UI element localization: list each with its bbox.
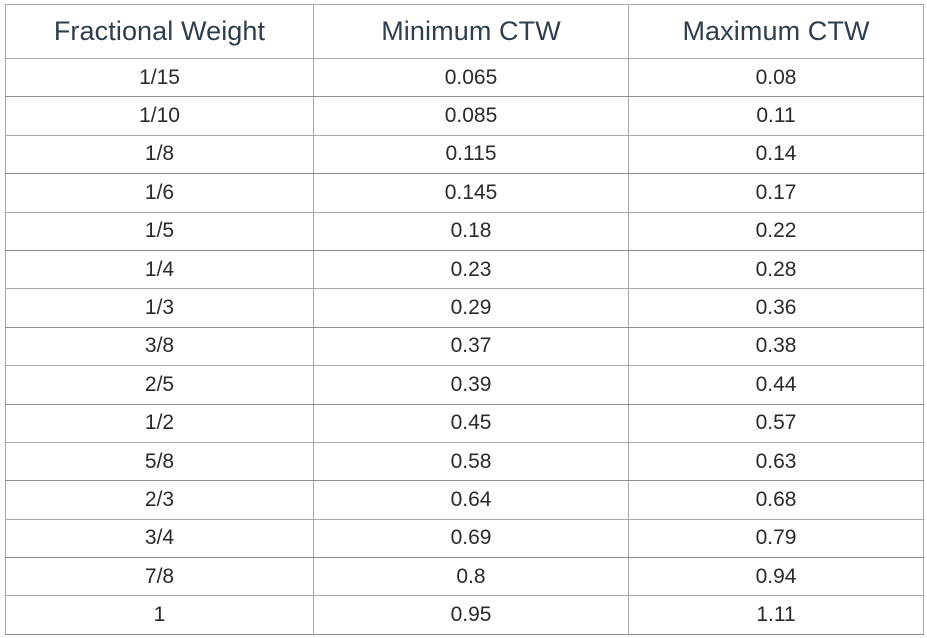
table-row: 1/6 0.145 0.17 [5,173,924,213]
maximum-ctw-cell: 0.11 [628,96,924,136]
fractional-weight-cell: 1/10 [5,96,314,136]
minimum-ctw-cell: 0.065 [313,57,629,98]
maximum-ctw-cell: 0.14 [628,134,924,175]
table-row: 2/3 0.64 0.68 [5,480,924,520]
maximum-ctw-cell: 0.28 [628,249,924,290]
fractional-weight-cell: 2/3 [5,480,314,520]
maximum-ctw-cell: 0.79 [628,518,924,559]
table-row: 1/2 0.45 0.57 [5,403,924,443]
minimum-ctw-cell: 0.64 [313,480,629,520]
table-row: 7/8 0.8 0.94 [5,557,924,597]
fractional-weight-cell: 1 [5,595,314,635]
maximum-ctw-cell: 0.63 [628,441,924,482]
fractional-weight-cell: 5/8 [5,441,314,482]
maximum-ctw-cell: 0.68 [628,480,924,520]
fractional-weight-cell: 1/8 [5,134,314,175]
maximum-ctw-cell: 0.44 [628,365,924,405]
minimum-ctw-cell: 0.23 [313,249,629,290]
minimum-ctw-cell: 0.085 [313,96,629,136]
fractional-weight-cell: 1/15 [5,57,314,98]
minimum-ctw-cell: 0.37 [313,326,629,367]
table-row: 3/4 0.69 0.79 [5,518,924,559]
maximum-ctw-cell: 0.38 [628,326,924,367]
table-row: 1/8 0.115 0.14 [5,134,924,175]
maximum-ctw-cell: 0.17 [628,173,924,213]
fractional-weight-cell: 1/5 [5,211,314,251]
table-row: 1/5 0.18 0.22 [5,211,924,251]
minimum-ctw-cell: 0.39 [313,365,629,405]
maximum-ctw-cell: 1.11 [628,595,924,635]
minimum-ctw-cell: 0.69 [313,518,629,559]
table-row: 2/5 0.39 0.44 [5,365,924,405]
fractional-weight-cell: 1/3 [5,288,314,328]
fractional-weight-cell: 7/8 [5,557,314,597]
maximum-ctw-cell: 0.08 [628,57,924,98]
maximum-ctw-cell: 0.36 [628,288,924,328]
minimum-ctw-cell: 0.18 [313,211,629,251]
maximum-ctw-cell: 0.94 [628,557,924,597]
minimum-ctw-cell: 0.145 [313,173,629,213]
fractional-weight-cell: 3/8 [5,326,314,367]
fractional-weight-cell: 1/2 [5,403,314,443]
minimum-ctw-cell: 0.115 [313,134,629,175]
minimum-ctw-cell: 0.58 [313,441,629,482]
table-header: Fractional Weight Minimum CTW Maximum CT… [5,4,924,59]
header-maximum-ctw: Maximum CTW [628,4,924,59]
fractional-weight-cell: 1/6 [5,173,314,213]
header-fractional-weight: Fractional Weight [5,4,314,59]
header-minimum-ctw: Minimum CTW [313,4,629,59]
minimum-ctw-cell: 0.45 [313,403,629,443]
table-row: 1/15 0.065 0.08 [5,57,924,98]
minimum-ctw-cell: 0.95 [313,595,629,635]
fractional-weight-cell: 1/4 [5,249,314,290]
minimum-ctw-cell: 0.8 [313,557,629,597]
table-body: 1/15 0.065 0.08 1/10 0.085 0.11 1/8 0.115 0.14 1/… [5,57,924,635]
maximum-ctw-cell: 0.57 [628,403,924,443]
header-row: Fractional Weight Minimum CTW Maximum CT… [5,4,924,59]
table-row: 1 0.95 1.11 [5,595,924,635]
fractional-weight-cell: 2/5 [5,365,314,405]
table-row: 5/8 0.58 0.63 [5,441,924,482]
table-row: 1/4 0.23 0.28 [5,249,924,290]
table-row: 1/10 0.085 0.11 [5,96,924,136]
minimum-ctw-cell: 0.29 [313,288,629,328]
weight-conversion-table-container: Fractional Weight Minimum CTW Maximum CT… [5,4,924,635]
maximum-ctw-cell: 0.22 [628,211,924,251]
weight-conversion-table: Fractional Weight Minimum CTW Maximum CT… [5,4,924,635]
fractional-weight-cell: 3/4 [5,518,314,559]
table-row: 1/3 0.29 0.36 [5,288,924,328]
table-row: 3/8 0.37 0.38 [5,326,924,367]
